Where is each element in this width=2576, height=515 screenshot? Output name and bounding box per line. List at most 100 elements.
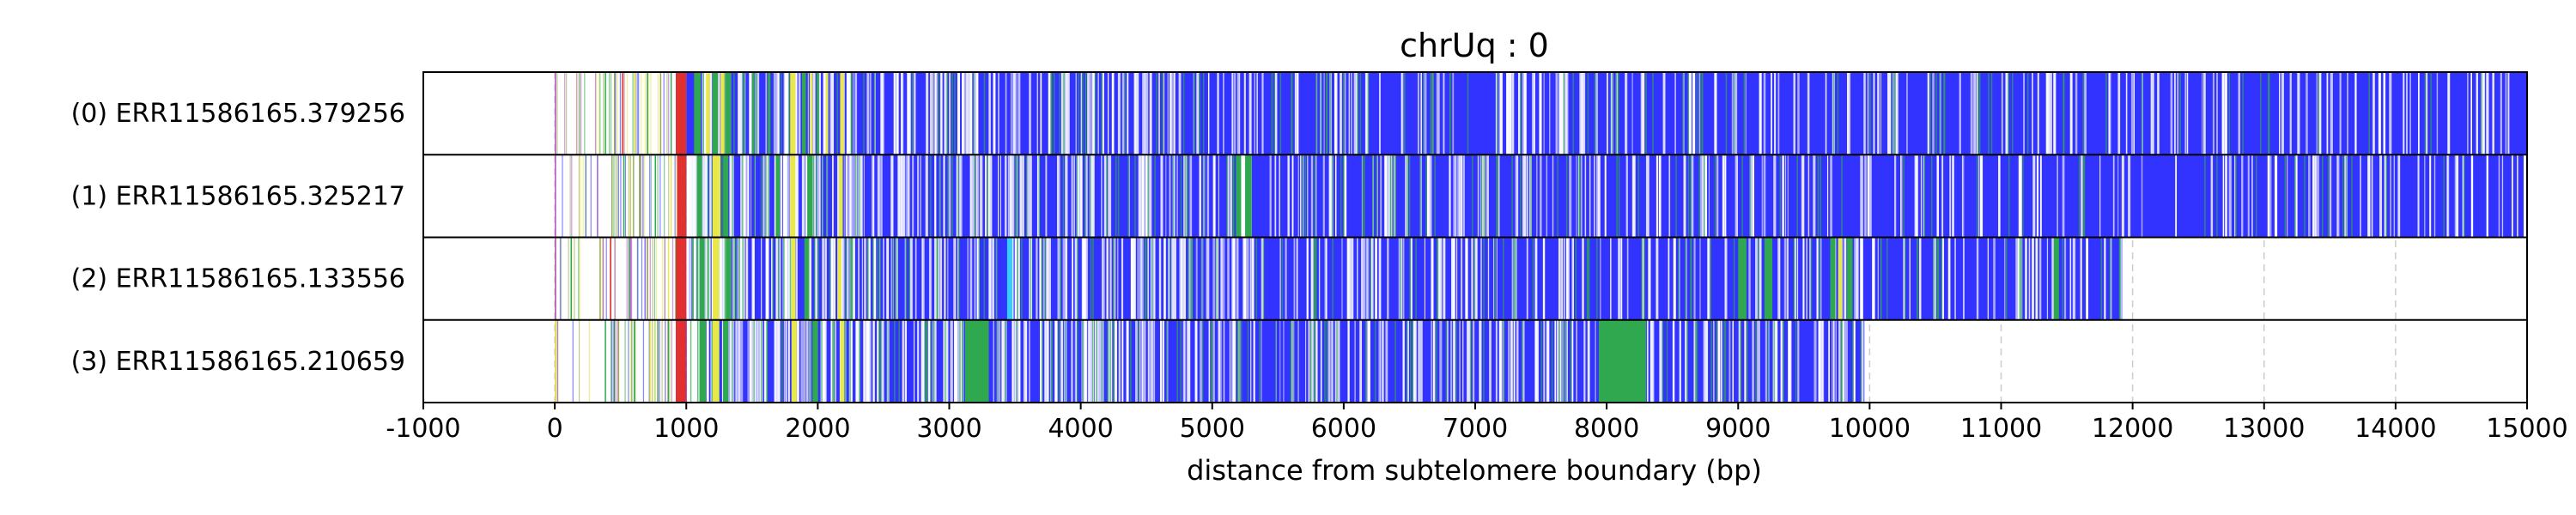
gap-mark — [1877, 72, 1880, 155]
speckle-mark — [1292, 319, 1294, 403]
gap-mark — [692, 319, 694, 403]
speckle-mark — [1819, 237, 1820, 320]
gap-mark — [1705, 319, 1709, 403]
gap-mark — [1359, 319, 1363, 403]
speckle-mark — [2019, 237, 2021, 320]
gap-mark — [1382, 319, 1384, 403]
speckle-mark — [1262, 237, 1265, 320]
gap-mark — [1489, 319, 1492, 403]
segment-3-13 — [964, 319, 989, 403]
gap-mark — [2069, 237, 2072, 320]
speckle-mark — [826, 154, 829, 238]
speckle-mark — [1690, 154, 1692, 238]
gap-mark — [1625, 154, 1628, 238]
gap-mark — [959, 319, 963, 403]
gap-mark — [1554, 319, 1557, 403]
row-label-3: (3) ERR11586165.210659 — [71, 347, 405, 377]
gap-mark — [1085, 237, 1088, 320]
segment-2-7 — [676, 237, 687, 320]
speckle-mark — [742, 154, 744, 238]
gap-mark — [1401, 72, 1403, 155]
gap-mark — [1145, 154, 1148, 238]
gap-mark — [777, 319, 781, 403]
gap-mark — [1364, 72, 1367, 155]
texture-mark — [636, 237, 639, 320]
gap-mark — [794, 154, 797, 238]
gap-mark — [779, 237, 781, 320]
gap-mark — [1841, 237, 1844, 320]
speckle-mark — [2204, 154, 2206, 238]
speckle-mark — [951, 72, 953, 155]
segment-2-20 — [2053, 237, 2059, 320]
speckle-mark — [732, 154, 733, 238]
gap-mark — [974, 72, 975, 155]
speckle-mark — [2100, 237, 2103, 320]
gap-mark — [1558, 72, 1562, 155]
speckle-mark — [1551, 319, 1553, 403]
speckle-mark — [1115, 154, 1117, 238]
gap-mark — [1311, 319, 1315, 403]
gap-mark — [960, 154, 963, 238]
gap-mark — [887, 237, 890, 320]
gap-mark — [2294, 154, 2298, 238]
gap-mark — [1916, 154, 1919, 238]
read-body-3 — [686, 319, 1865, 403]
gap-mark — [1151, 319, 1153, 403]
gap-mark — [1012, 319, 1017, 403]
gap-mark — [764, 319, 767, 403]
gap-mark — [805, 319, 809, 403]
speckle-mark — [1469, 319, 1472, 403]
gap-mark — [1459, 319, 1461, 403]
texture-mark — [571, 154, 573, 238]
gap-mark — [1378, 319, 1382, 403]
gap-mark — [704, 237, 707, 320]
gap-mark — [1269, 154, 1272, 238]
gap-mark — [951, 319, 953, 403]
gap-mark — [1361, 237, 1364, 320]
gap-mark — [1418, 319, 1421, 403]
segment-2-10 — [726, 237, 732, 320]
gap-mark — [1582, 237, 1584, 320]
segment-3-5 — [667, 319, 670, 403]
gap-mark — [2241, 154, 2244, 238]
gap-mark — [1057, 154, 1059, 238]
speckle-mark — [1700, 72, 1702, 155]
speckle-mark — [772, 237, 774, 320]
gap-mark — [830, 319, 833, 403]
gap-mark — [689, 237, 692, 320]
speckle-mark — [1686, 319, 1688, 403]
gap-mark — [1227, 154, 1230, 238]
gap-mark — [784, 154, 787, 238]
speckle-mark — [1326, 72, 1328, 155]
read-track-3 — [555, 319, 1865, 403]
gap-mark — [939, 72, 942, 155]
segment-2-3 — [610, 237, 611, 320]
speckle-mark — [1201, 319, 1204, 403]
gap-mark — [1579, 72, 1583, 155]
gap-mark — [1652, 319, 1655, 403]
gap-mark — [1261, 319, 1262, 403]
gap-mark — [1499, 319, 1502, 403]
speckle-mark — [1279, 72, 1282, 155]
speckle-mark — [2304, 154, 2306, 238]
gap-mark — [880, 72, 884, 155]
texture-mark — [632, 72, 634, 155]
texture-mark — [595, 72, 597, 155]
gap-mark — [2152, 72, 2154, 155]
speckle-mark — [2109, 237, 2111, 320]
speckle-mark — [822, 154, 824, 238]
speckle-mark — [1082, 72, 1084, 155]
speckle-mark — [1182, 72, 1185, 155]
gap-mark — [872, 154, 875, 238]
gap-mark — [1454, 154, 1457, 238]
speckle-mark — [1936, 237, 1938, 320]
gap-mark — [694, 154, 697, 238]
gap-mark — [1452, 72, 1455, 155]
gap-mark — [1138, 154, 1141, 238]
gap-mark — [1121, 237, 1124, 320]
gap-mark — [882, 319, 884, 403]
speckle-mark — [2294, 154, 2296, 238]
gap-mark — [992, 237, 994, 320]
speckle-mark — [1094, 72, 1097, 155]
segment-2-19 — [1847, 237, 1853, 320]
